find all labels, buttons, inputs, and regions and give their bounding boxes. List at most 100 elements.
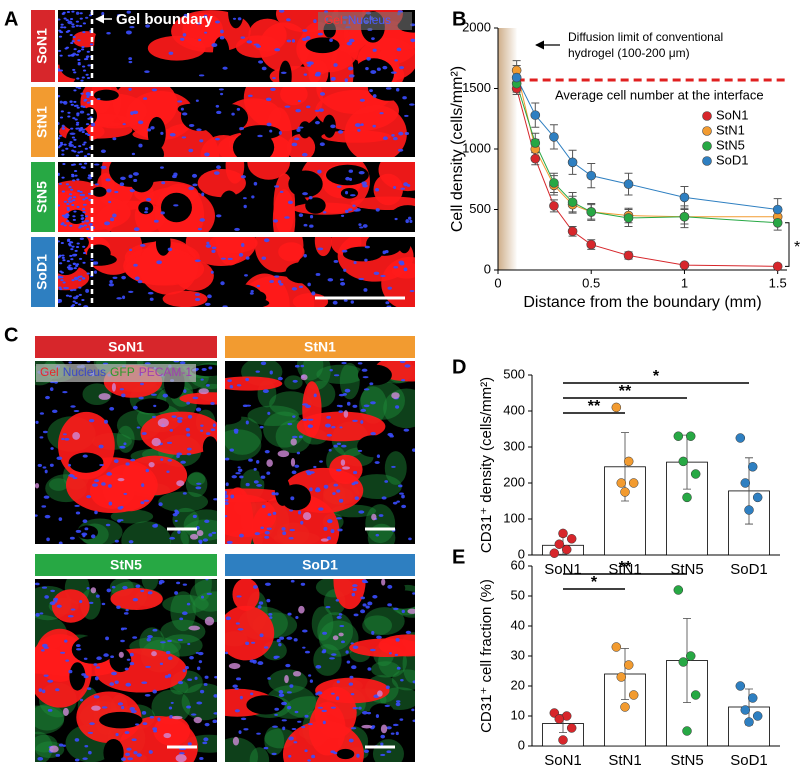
nucleus: [232, 17, 237, 20]
nucleus: [353, 209, 360, 212]
nucleus: [125, 752, 131, 756]
nucleus: [318, 507, 324, 511]
y-tick-label: 0: [518, 546, 525, 561]
data-point: [679, 260, 690, 270]
nucleus: [200, 378, 204, 381]
nucleus: [126, 747, 132, 751]
nucleus: [60, 143, 64, 146]
nucleus: [328, 448, 332, 452]
nucleus: [93, 695, 100, 699]
nucleus: [198, 74, 205, 77]
nucleus: [234, 430, 239, 434]
nucleus: [211, 249, 216, 253]
nucleus: [281, 527, 286, 531]
nucleus: [294, 464, 300, 468]
micrograph: [58, 162, 415, 232]
nucleus: [85, 123, 90, 126]
nucleus: [245, 256, 250, 260]
nucleus: [121, 393, 126, 398]
tissue: [264, 726, 285, 756]
nucleus: [213, 498, 217, 501]
nucleus: [85, 56, 89, 59]
data-point: [623, 660, 634, 670]
nucleus: [71, 175, 75, 178]
pore: [305, 37, 340, 54]
panel-header: SoN1: [108, 339, 144, 355]
nucleus: [249, 659, 255, 663]
nucleus: [260, 526, 265, 530]
nucleus: [93, 663, 98, 666]
diffusion-zone: [498, 28, 517, 270]
nucleus: [181, 136, 187, 139]
nucleus: [63, 200, 67, 203]
nucleus: [384, 480, 389, 483]
nucleus: [80, 105, 84, 108]
pore: [129, 166, 154, 193]
nucleus: [86, 113, 90, 116]
nucleus: [80, 214, 84, 217]
nucleus: [281, 701, 288, 706]
header-box: [35, 554, 217, 576]
data-point: [685, 651, 696, 661]
nucleus: [49, 463, 54, 467]
nucleus: [84, 132, 89, 135]
nucleus: [290, 579, 295, 583]
nucleus: [289, 509, 294, 512]
nucleus: [267, 513, 272, 516]
nucleus: [237, 628, 244, 631]
panel-letter: D: [452, 356, 466, 378]
nucleus: [84, 98, 88, 101]
nucleus: [58, 35, 63, 38]
nucleus: [408, 216, 412, 220]
nucleus: [244, 274, 248, 277]
nucleus: [65, 19, 69, 22]
data-point: [679, 211, 690, 222]
nucleus: [219, 36, 225, 40]
nucleus: [279, 636, 285, 640]
nucleus: [82, 252, 87, 255]
nucleus: [73, 146, 77, 149]
pecam: [342, 466, 350, 470]
legend-text: Nucleus: [63, 365, 106, 379]
nucleus: [361, 711, 368, 715]
nucleus: [392, 501, 398, 505]
nucleus: [229, 384, 234, 389]
nucleus: [317, 706, 324, 709]
pore: [279, 60, 292, 82]
nucleus: [88, 237, 92, 239]
nucleus: [204, 31, 208, 34]
pore: [94, 29, 107, 62]
nucleus: [195, 486, 202, 490]
pore: [155, 237, 171, 256]
nucleus: [120, 176, 126, 181]
pore: [93, 89, 119, 101]
nucleus: [346, 401, 351, 406]
nucleus: [58, 204, 61, 207]
nucleus: [307, 64, 312, 67]
nucleus: [336, 680, 340, 684]
nucleus: [81, 130, 85, 133]
nucleus: [120, 757, 127, 762]
nucleus: [196, 22, 202, 25]
nucleus: [136, 426, 141, 429]
nucleus: [101, 706, 108, 709]
nucleus: [237, 466, 241, 469]
tissue: [360, 381, 405, 420]
nucleus: [376, 454, 381, 459]
nucleus: [132, 405, 138, 410]
nucleus: [109, 279, 113, 284]
nucleus: [89, 43, 94, 46]
panel-letter: B: [452, 8, 466, 30]
nucleus: [95, 594, 100, 598]
nucleus: [144, 207, 149, 211]
nucleus: [380, 274, 386, 278]
nucleus: [376, 635, 382, 639]
nucleus: [141, 432, 147, 435]
nucleus: [158, 581, 163, 585]
nucleus: [137, 280, 143, 284]
nucleus: [318, 108, 324, 112]
nucleus: [385, 87, 392, 90]
nucleus: [120, 705, 125, 710]
nucleus: [336, 404, 341, 407]
nucleus: [405, 219, 409, 224]
